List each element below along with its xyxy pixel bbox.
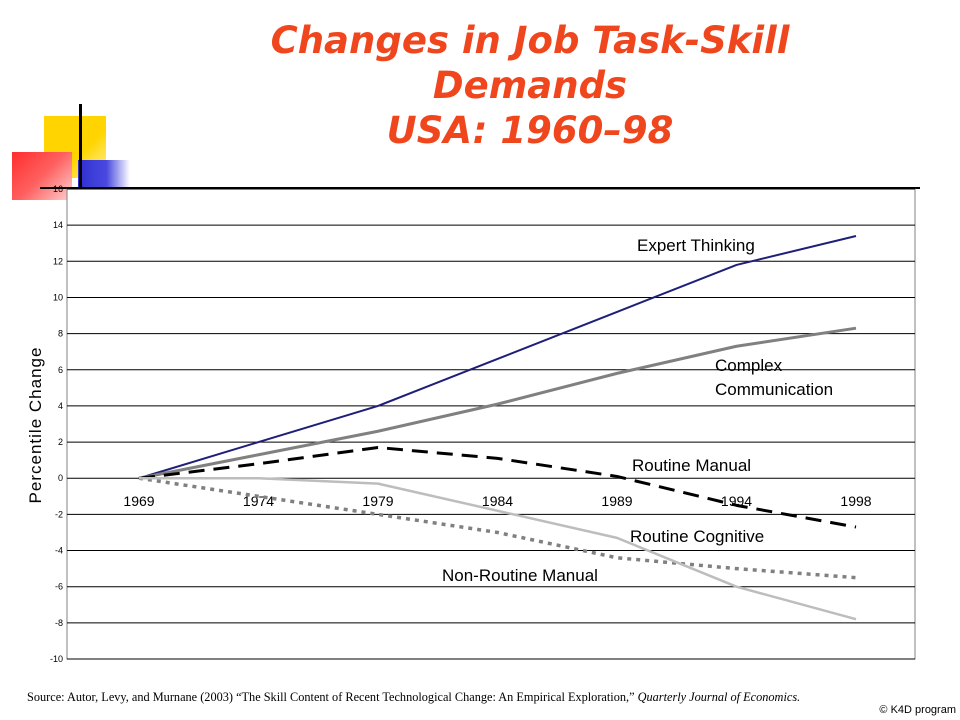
plot-area — [66, 188, 916, 660]
series-line-0 — [138, 235, 857, 480]
series-annotation-1: Complex — [715, 356, 783, 375]
y-tick-label: 12 — [53, 256, 63, 266]
title-line-1: Changes in Job Task-Skill — [270, 19, 790, 62]
source-text: Source: Autor, Levy, and Murnane (2003) … — [27, 690, 638, 704]
x-tick-label: 1994 — [721, 493, 752, 509]
deco-vertical-line — [79, 104, 82, 190]
source-journal: Quarterly Journal of Economics. — [637, 690, 801, 704]
deco-horizontal-line — [40, 187, 920, 189]
deco-blue-square — [78, 160, 130, 192]
y-tick-label: 16 — [53, 184, 63, 194]
y-tick-label: -8 — [55, 618, 63, 628]
y-axis-label: Percentile Change — [26, 347, 45, 504]
title-line-2: Demands — [432, 64, 628, 107]
x-tick-label: 1969 — [123, 493, 154, 509]
series-line-2 — [138, 446, 857, 529]
y-tick-label: 0 — [58, 473, 63, 483]
series-line-3 — [138, 476, 857, 580]
x-tick-label: 1989 — [601, 493, 632, 509]
x-tick-label: 1984 — [482, 493, 513, 509]
series-annotations: Expert Thinking Complex Communication Routi… — [442, 236, 833, 585]
deco-red-square — [12, 152, 72, 200]
grid-lines — [67, 188, 915, 660]
series-line-4 — [139, 476, 857, 621]
y-tick-label: 4 — [58, 401, 63, 411]
y-tick-labels: 16 14 12 10 8 6 4 2 0 -2 -4 -6 -8 -10 — [50, 184, 63, 664]
copyright-notice: © K4D program — [879, 704, 956, 716]
y-tick-label: 8 — [58, 329, 63, 339]
series-annotation-3: Routine Cognitive — [630, 527, 764, 546]
series-annotation-1: Communication — [715, 380, 833, 399]
page-title: Changes in Job Task-Skill Demands USA: 1… — [190, 18, 870, 153]
y-tick-label: -10 — [50, 654, 63, 664]
x-tick-labels: 1969 1974 1979 1984 1989 1994 1998 — [123, 493, 871, 509]
y-tick-label: 2 — [58, 437, 63, 447]
series-line-1 — [138, 326, 857, 480]
title-line-3: USA: 1960–98 — [386, 109, 674, 152]
x-tick-label: 1979 — [362, 493, 393, 509]
series-annotation-4: Non-Routine Manual — [442, 566, 598, 585]
series-annotation-2: Routine Manual — [632, 456, 751, 475]
y-tick-label: -4 — [55, 546, 63, 556]
y-tick-label: -2 — [55, 509, 63, 519]
y-tick-label: -6 — [55, 582, 63, 592]
y-tick-label: 14 — [53, 220, 63, 230]
y-tick-label: 6 — [58, 365, 63, 375]
series-lines — [138, 235, 857, 621]
source-citation: Source: Autor, Levy, and Murnane (2003) … — [27, 690, 957, 705]
y-tick-label: 10 — [53, 292, 63, 302]
x-tick-label: 1998 — [840, 493, 871, 509]
series-annotation-0: Expert Thinking — [637, 236, 755, 255]
